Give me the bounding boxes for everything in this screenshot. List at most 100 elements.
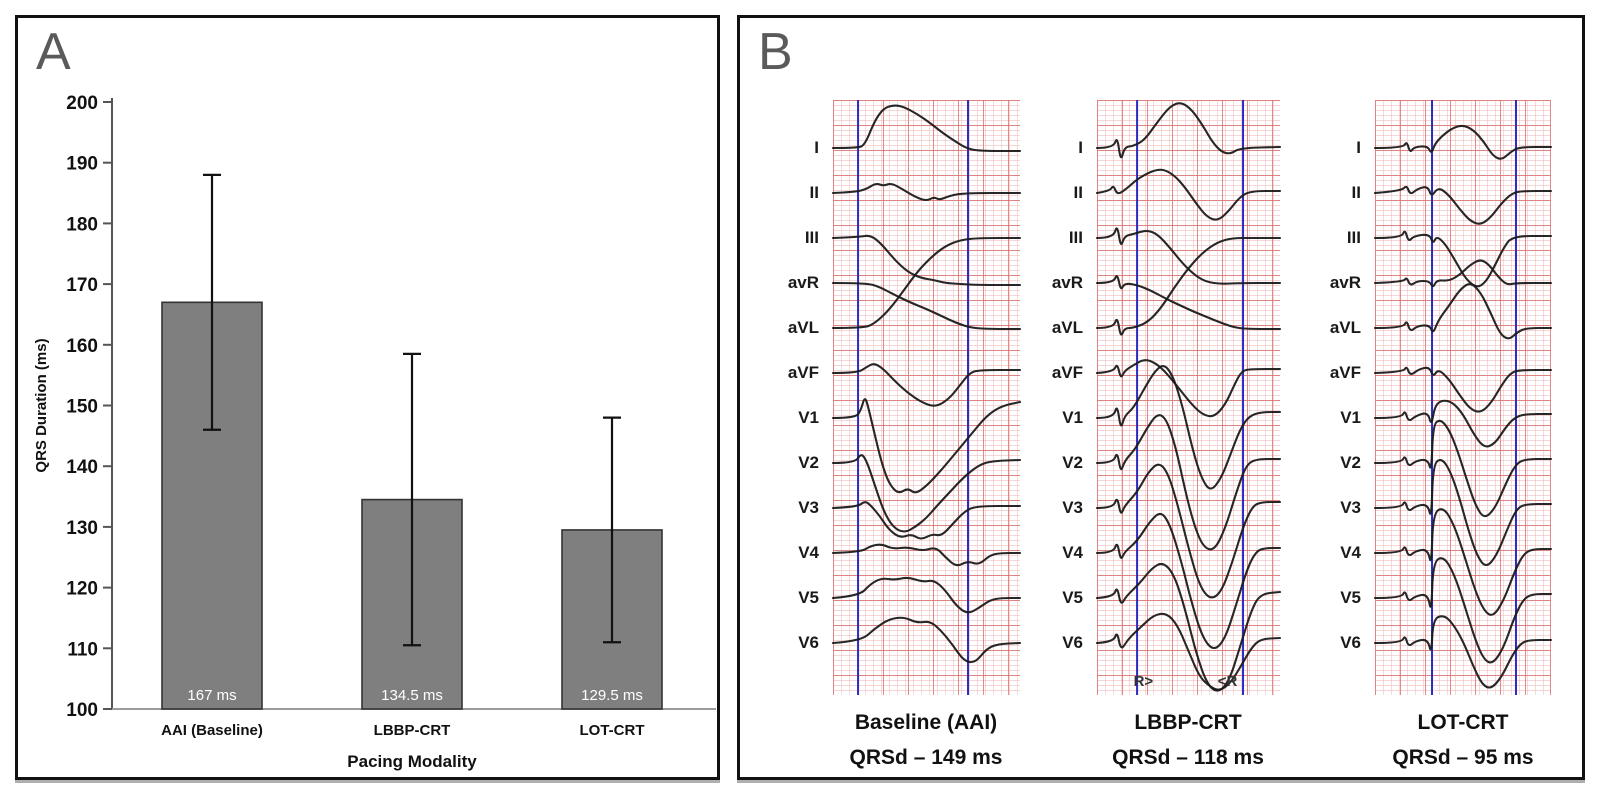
lead-label-avR-strip1: avR — [787, 273, 819, 292]
lead-label-V3-strip1: V3 — [798, 498, 819, 517]
ecg-trace-I — [831, 104, 1022, 153]
ecg-trace-V2 — [1373, 419, 1553, 518]
ecg-trace-V4 — [831, 543, 1022, 567]
ecg-trace-I — [1095, 102, 1282, 159]
lead-label-III-strip1: III — [804, 228, 819, 247]
bar-value-label: 134.5 ms — [381, 687, 443, 704]
ecg-traces-overlay: R> <R — [831, 100, 1553, 695]
lead-label-III-strip2: III — [1068, 228, 1083, 247]
qrs-duration-bar-chart: 100 110 120 130 140 150 160 170 180 190 200 167 ms A… — [33, 93, 716, 771]
lead-label-III-strip3: III — [1346, 228, 1361, 247]
ecg-trace-V4 — [1373, 508, 1553, 616]
lead-label-V5-strip2: V5 — [1062, 588, 1083, 607]
ecg-trace-V6 — [831, 616, 1022, 664]
ecg-grid-LOT-CRT — [1375, 100, 1551, 695]
ecg-trace-V6 — [1095, 612, 1282, 691]
bar-value-label: 167 ms — [187, 687, 236, 704]
ecg-trace-V1 — [831, 398, 1022, 494]
ecg-trace-V6 — [1373, 615, 1553, 689]
lead-label-V1-strip2: V1 — [1062, 408, 1083, 427]
ecg-trace-I — [1373, 124, 1553, 160]
lead-label-aVF-strip3: aVF — [1329, 363, 1361, 382]
lead-label-V2-strip3: V2 — [1340, 453, 1361, 472]
lead-label-V5-strip1: V5 — [798, 588, 819, 607]
ecg-trace-aVF — [1373, 366, 1553, 413]
y-tick-label: 140 — [66, 457, 98, 478]
strip1-qrsd-label: QRSd – 149 ms — [849, 746, 1003, 769]
y-tick-label: 190 — [66, 154, 98, 175]
lead-label-aVF-strip2: aVF — [1051, 363, 1083, 382]
y-tick-label: 180 — [66, 214, 98, 235]
lead-label-V2-strip2: V2 — [1062, 453, 1083, 472]
lead-label-V1-strip3: V1 — [1340, 408, 1361, 427]
ecg-trace-aVF — [1095, 359, 1282, 418]
y-tick-label: 170 — [66, 275, 98, 296]
panel-a-label: A — [36, 23, 72, 81]
ecg-trace-avR — [1373, 259, 1553, 288]
lead-label-V1-strip1: V1 — [798, 408, 819, 427]
lead-label-II-strip3: II — [1351, 183, 1361, 202]
strip1-caption: Baseline (AAI) — [854, 711, 998, 734]
lead-label-avR-strip2: avR — [1051, 273, 1083, 292]
lead-label-aVL-strip3: aVL — [1329, 318, 1361, 337]
annotation-<R: <R — [1218, 673, 1238, 690]
ecg-trace-aVL — [1373, 283, 1553, 340]
lead-label-V3-strip2: V3 — [1062, 498, 1083, 517]
lead-label-V6-strip1: V6 — [798, 633, 819, 652]
ecg-trace-V5 — [1095, 562, 1282, 692]
lead-label-V4-strip2: V4 — [1062, 543, 1083, 562]
ecg-trace-V1 — [1095, 365, 1282, 490]
ecg-trace-V2 — [831, 454, 1022, 533]
ecg-trace-aVL — [1095, 236, 1282, 336]
ecg-trace-V2 — [1095, 414, 1282, 551]
ecg-trace-III — [831, 234, 1022, 287]
ecg-trace-V3 — [831, 501, 1022, 540]
y-tick-label: 160 — [66, 336, 98, 357]
ecg-trace-III — [1373, 230, 1553, 288]
ecg-trace-V5 — [831, 576, 1022, 614]
lead-label-II-strip1: II — [809, 183, 819, 202]
lead-label-I-strip1: I — [814, 138, 819, 157]
lead-label-I-strip2: I — [1078, 138, 1083, 157]
lead-label-aVL-strip2: aVL — [1051, 318, 1083, 337]
x-category-label: AAI (Baseline) — [161, 722, 263, 739]
y-tick-label: 120 — [66, 579, 98, 600]
ecg-trace-avR — [831, 281, 1022, 331]
ecg-trace-V3 — [1095, 463, 1282, 599]
y-tick-label: 200 — [66, 93, 98, 114]
y-tick-label: 130 — [66, 518, 98, 539]
bar-value-label: 129.5 ms — [581, 687, 643, 704]
annotation-R>: R> — [1134, 673, 1154, 690]
lead-label-I-strip3: I — [1356, 138, 1361, 157]
ecg-trace-aVF — [831, 363, 1022, 407]
ecg-trace-II — [831, 182, 1022, 202]
x-axis-title: Pacing Modality — [347, 752, 477, 771]
lead-label-aVL-strip1: aVL — [787, 318, 819, 337]
lead-label-V6-strip3: V6 — [1340, 633, 1361, 652]
strip3-qrsd-label: QRSd – 95 ms — [1392, 746, 1534, 769]
x-category-label: LBBP-CRT — [374, 722, 451, 739]
lead-label-avR-strip3: avR — [1329, 273, 1361, 292]
strip3-caption: LOT-CRT — [1417, 711, 1509, 734]
ecg-trace-avR — [1095, 275, 1282, 331]
lead-label-II-strip2: II — [1073, 183, 1083, 202]
ecg-trace-II — [1095, 168, 1282, 221]
y-axis-title: QRS Duration (ms) — [33, 338, 50, 472]
strip2-caption: LBBP-CRT — [1134, 711, 1242, 734]
y-tick-label: 100 — [66, 700, 98, 721]
y-tick-label: 150 — [66, 397, 98, 418]
lead-label-aVF-strip1: aVF — [787, 363, 819, 382]
panel-b-label: B — [758, 23, 794, 81]
ecg-trace-II — [1373, 185, 1553, 225]
panel-a-bar-chart: A 100 110 120 130 140 150 160 170 180 190 200 167 m… — [15, 15, 720, 780]
lead-label-V2-strip1: V2 — [798, 453, 819, 472]
ecg-trace-V1 — [1373, 399, 1553, 448]
lead-label-V4-strip3: V4 — [1340, 543, 1361, 562]
lead-label-V5-strip3: V5 — [1340, 588, 1361, 607]
ecg-trace-III — [1095, 227, 1282, 285]
ecg-trace-V5 — [1373, 557, 1553, 664]
ecg-trace-V4 — [1095, 512, 1282, 650]
strip2-qrsd-label: QRSd – 118 ms — [1112, 746, 1264, 769]
x-category-label: LOT-CRT — [580, 722, 645, 739]
